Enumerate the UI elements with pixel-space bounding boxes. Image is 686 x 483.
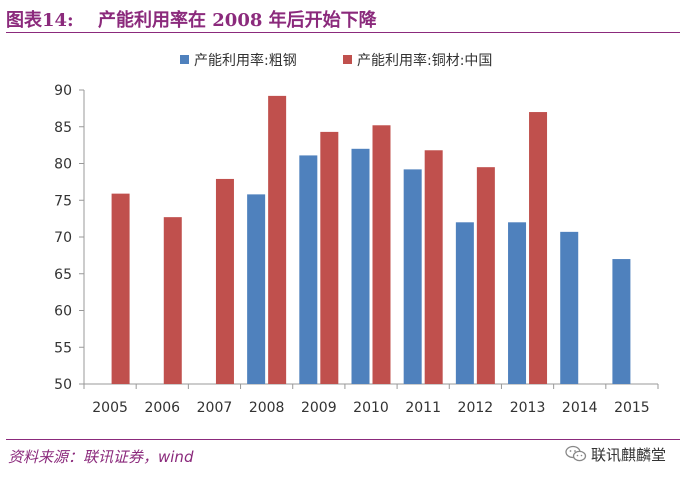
y-tick-label: 90 [54,83,72,99]
y-tick-label: 85 [54,120,72,136]
brand-mark: 联讯麒麟堂 [565,444,666,465]
legend-swatch-copper [343,55,352,64]
bar-copper [424,150,443,384]
legend-swatch-steel [180,55,189,64]
figure-title-bar: 图表14: 产能利用率在 2008 年后开始下降 [6,4,680,33]
y-tick-label: 80 [54,157,72,173]
x-tick-label: 2007 [197,400,233,416]
y-tick-label: 60 [54,304,72,320]
legend-item-steel: 产能利用率:粗钢 [180,50,297,70]
figure-number: 图表14: [6,10,74,31]
x-tick-label: 2006 [144,400,180,416]
footer-divider [6,439,680,440]
bar-steel [351,148,370,384]
y-tick-label: 55 [54,340,72,356]
y-tick-label: 50 [54,377,72,393]
bar-steel [612,259,631,384]
bar-steel [560,231,579,384]
bar-copper [215,178,234,384]
bar-copper [372,125,391,384]
bar-steel [247,194,266,384]
bar-copper [529,112,548,385]
x-tick-label: 2009 [301,400,337,416]
chart-legend: 产能利用率:粗钢 产能利用率:铜材:中国 [0,50,686,70]
legend-item-copper: 产能利用率:铜材:中国 [343,50,492,70]
brand-name: 联讯麒麟堂 [590,446,666,464]
bar-copper [476,167,495,384]
legend-label-steel: 产能利用率:粗钢 [194,53,297,69]
figure-title: 产能利用率在 2008 年后开始下降 [98,10,377,31]
y-tick-label: 65 [54,267,72,283]
x-tick-label: 2008 [249,400,285,416]
x-tick-label: 2005 [92,400,128,416]
x-tick-label: 2011 [405,400,441,416]
bar-steel [299,155,318,384]
x-tick-label: 2010 [353,400,389,416]
x-tick-label: 2014 [562,400,598,416]
x-tick-label: 2012 [458,400,494,416]
bar-steel [403,169,422,384]
y-tick-label: 75 [54,193,72,209]
wechat-icon [565,445,587,462]
source-note: 资料来源：联讯证券，wind [8,448,194,466]
bar-steel [455,222,474,384]
x-tick-label: 2015 [614,400,650,416]
x-tick-label: 2013 [510,400,546,416]
bar-steel [508,222,527,384]
y-tick-label: 70 [54,230,72,246]
bar-copper [320,131,339,384]
bar-copper [163,217,182,384]
legend-label-copper: 产能利用率:铜材:中国 [357,53,493,69]
bar-copper [268,95,287,384]
bar-copper [111,193,130,384]
